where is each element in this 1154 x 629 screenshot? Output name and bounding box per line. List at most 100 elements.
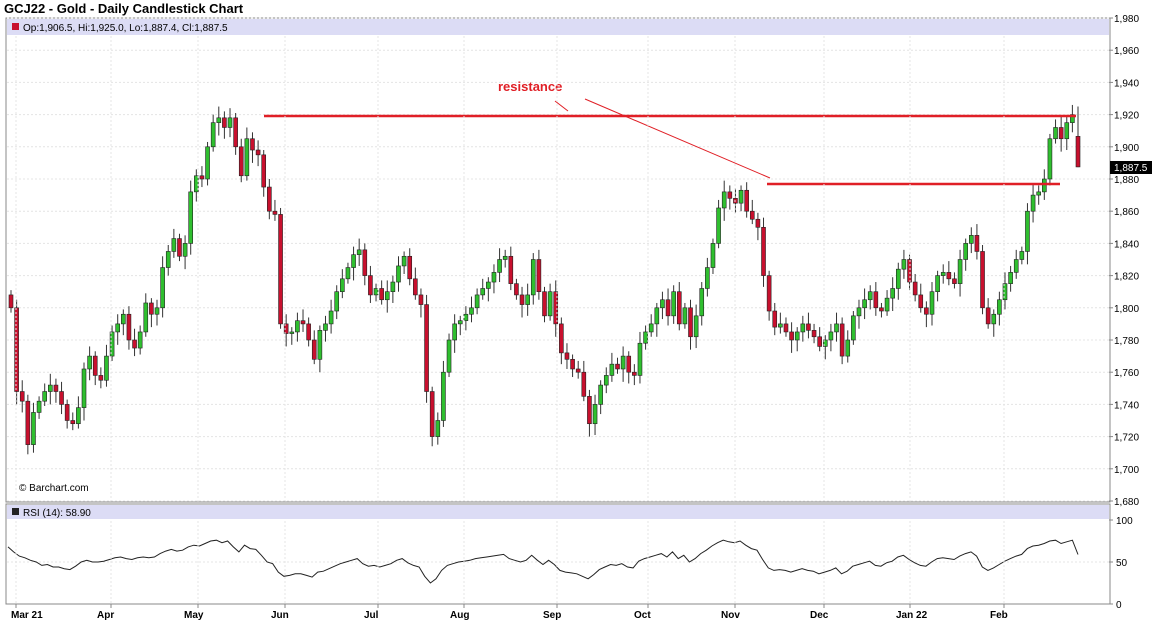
price-tick-label: 1,940 xyxy=(1114,78,1139,89)
price-tick-label: 1,860 xyxy=(1114,207,1139,218)
candle-down xyxy=(222,117,227,128)
price-info-swatch xyxy=(12,23,19,30)
candle-up xyxy=(845,339,851,357)
candle-down xyxy=(149,302,154,315)
candle-up xyxy=(1013,259,1019,273)
candle-down xyxy=(946,272,952,280)
candle-up xyxy=(648,323,654,333)
candle-up xyxy=(474,294,480,309)
candle-up xyxy=(1042,178,1047,193)
last-price-tag xyxy=(1110,161,1152,174)
candle-up xyxy=(1008,272,1013,284)
candle-down xyxy=(924,307,929,315)
candle-up xyxy=(682,307,688,325)
candle-down xyxy=(1058,127,1064,140)
candle-up xyxy=(705,267,710,289)
month-label: Dec xyxy=(810,610,829,621)
resistance-pointer-lower xyxy=(584,98,771,179)
candle-up xyxy=(794,331,800,341)
candle-down xyxy=(570,359,575,370)
rsi-tick-label: 100 xyxy=(1116,516,1133,527)
candle-down xyxy=(581,371,587,397)
candle-up xyxy=(491,272,497,283)
candle-up xyxy=(1036,191,1041,196)
candle-down xyxy=(974,235,980,252)
candle-up xyxy=(48,384,53,392)
candle-down xyxy=(14,307,19,392)
candle-up xyxy=(497,259,502,273)
rsi-axis: 0 50 100 xyxy=(1109,516,1133,611)
candle-up xyxy=(609,363,615,376)
candle-up xyxy=(210,122,216,148)
price-axis: 1,680 1,700 1,720 1,740 1,760 1,780 1,800 1,820… xyxy=(1109,14,1139,508)
candle-down xyxy=(238,146,244,177)
candle-down xyxy=(575,368,581,373)
candle-down xyxy=(311,339,317,360)
resistance-label: resistance xyxy=(498,79,562,94)
candle-down xyxy=(272,210,278,215)
rsi-tick-label: 0 xyxy=(1116,600,1122,611)
candle-down xyxy=(744,189,749,212)
candle-down xyxy=(92,355,98,376)
candle-up xyxy=(603,375,609,386)
candle-up xyxy=(502,255,508,260)
candle-down xyxy=(564,352,570,360)
candle-down xyxy=(177,238,182,257)
candle-up xyxy=(188,191,194,244)
candle-up xyxy=(867,291,873,301)
candle-down xyxy=(70,420,76,425)
candle-up xyxy=(1030,194,1036,212)
candle-up xyxy=(654,307,660,325)
candle-down xyxy=(688,307,693,338)
candle-up xyxy=(205,146,210,180)
candle-down xyxy=(676,291,682,325)
price-panel xyxy=(5,17,1111,503)
candle-up xyxy=(935,275,940,293)
candle-down xyxy=(817,336,822,347)
candle-down xyxy=(980,251,985,309)
price-tick-label: 1,800 xyxy=(1114,304,1139,315)
candle-down xyxy=(418,294,424,305)
candle-up xyxy=(109,331,115,357)
candle-up xyxy=(1070,114,1075,123)
candle-up xyxy=(699,288,705,317)
candle-down xyxy=(783,323,789,333)
candle-down xyxy=(587,396,592,425)
candle-up xyxy=(244,138,250,177)
candle-down xyxy=(873,291,879,309)
candle-up xyxy=(592,404,598,425)
candle-up xyxy=(317,330,323,360)
price-info-band xyxy=(7,19,1109,35)
candle-down xyxy=(306,323,311,341)
price-tick-label: 1,920 xyxy=(1114,111,1139,122)
rsi-panel xyxy=(5,503,1111,605)
candle-up xyxy=(940,272,946,276)
candle-down xyxy=(98,375,104,381)
price-tick-label: 1,880 xyxy=(1114,175,1139,186)
candle-down xyxy=(665,299,671,317)
candle-down xyxy=(368,275,373,296)
candle-up xyxy=(525,294,530,305)
candle-up xyxy=(710,243,716,268)
candle-up xyxy=(42,391,47,402)
candle-up xyxy=(182,243,188,257)
price-tick-label: 1,900 xyxy=(1114,143,1139,154)
month-label: Jan 22 xyxy=(896,610,928,621)
price-info-text: Op:1,906.5, Hi:1,925.0, Lo:1,887.4, Cl:1… xyxy=(23,23,228,34)
candle-up xyxy=(104,355,109,381)
candle-down xyxy=(132,339,137,349)
candle-down xyxy=(811,330,817,338)
month-label: May xyxy=(184,610,204,621)
candle-down xyxy=(59,391,64,405)
candle-up xyxy=(1064,122,1070,140)
candle-up xyxy=(289,331,295,334)
candle-down xyxy=(283,323,289,334)
candle-up xyxy=(851,315,856,341)
candle-up xyxy=(356,249,362,255)
candle-up xyxy=(457,320,463,325)
month-label: Feb xyxy=(990,610,1008,621)
candle-up xyxy=(345,267,351,280)
candle-down xyxy=(907,259,912,283)
month-label: Aug xyxy=(450,610,469,621)
candle-up xyxy=(620,355,626,370)
